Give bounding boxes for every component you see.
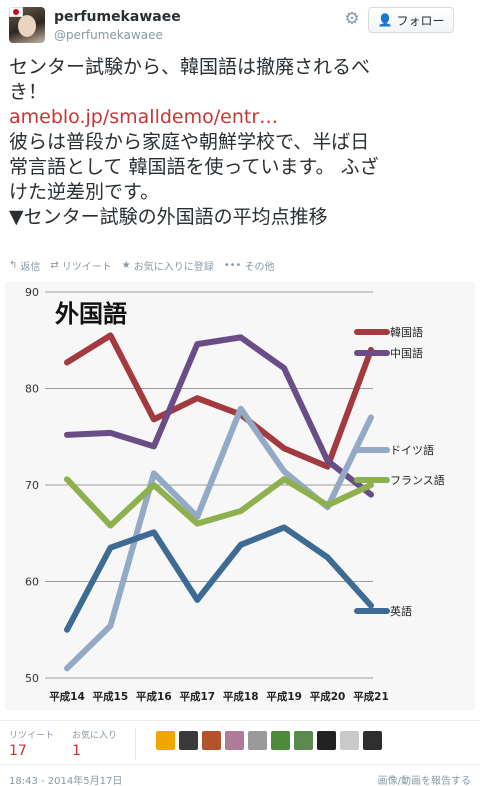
tweet-line: センター試験から、韓国語は撤廃されるべ [9,56,371,78]
chart-image[interactable]: 50 60 70 80 90 平成14 平成15 平成16 平成17 平成18 平成19 平成20 平成… [5,282,475,710]
series-line [64,476,374,529]
line-chart: 50 60 70 80 90 平成14 平成15 平成16 平成17 平成18 平成19 平成20 平成… [25,286,445,703]
x-tick-label: 平成19 [266,690,302,703]
y-tick-label: 70 [25,479,39,492]
retweets-number: 17 [9,743,27,759]
favorite-count[interactable]: お気に入り 1 [72,728,117,759]
person-plus-icon: 👤 [377,13,393,27]
series-line [64,332,374,470]
tweet-text: センター試験から、韓国語は撤廃されるべ き！ ameblo.jp/smallde… [9,55,471,230]
x-tick-label: 平成21 [353,690,389,703]
series-line [64,334,374,498]
avatar[interactable] [363,731,383,750]
retweets-label: リツイート [9,731,55,741]
legend-label: 韓国語 [390,325,423,339]
y-tick-label: 80 [25,383,39,396]
reply-action[interactable]: ↰ 返信 [9,258,40,273]
x-tick-label: 平成20 [310,690,346,703]
y-tick-label: 50 [25,672,39,685]
more-label: その他 [244,261,275,273]
star-icon: ★ [121,259,131,271]
screen-name[interactable]: @perfumekawaee [54,28,163,42]
gear-icon[interactable]: ⚙ [344,9,360,29]
favorites-number: 1 [72,743,81,759]
avatar[interactable] [179,731,199,750]
legend-label: ドイツ語 [390,443,434,457]
more-action[interactable]: ••• その他 [224,258,275,273]
tweet-line: ▼センター試験の外国語の平均点推移 [9,206,328,228]
tweet-line: き！ [9,81,48,103]
avatar[interactable] [156,731,176,750]
tweet-line: けた逆差別です。 [9,181,160,203]
y-tick-label: 90 [25,286,39,299]
favorites-label: お気に入り [72,731,118,741]
favorite-action[interactable]: ★ お気に入りに登録 [122,258,214,273]
x-tick-label: 平成15 [93,690,129,703]
more-icon: ••• [223,259,242,271]
legend-label: 英語 [390,604,412,618]
display-name[interactable]: perfumekawaee [54,9,181,25]
legend-label: 中国語 [390,346,423,360]
report-media-link[interactable]: 画像/動画を報告する [377,776,471,786]
avatar[interactable] [294,731,314,750]
favoriter-avatars [156,731,383,750]
x-tick-label: 平成14 [49,690,85,703]
tweet-footer: 18:43 - 2014年5月17日 画像/動画を報告する [9,772,471,786]
avatar[interactable] [317,731,337,750]
divider [0,720,480,721]
tweet-stats: リツイート 17 お気に入り 1 [9,728,383,760]
avatar-face [18,15,36,37]
divider [0,764,480,765]
tweet-line: 彼らは普段から家庭や朝鮮学校で、半ば日 [9,131,370,153]
x-tick-label: 平成18 [223,690,259,703]
stats-separator [135,728,137,760]
x-tick-label: 平成16 [136,690,172,703]
retweet-action[interactable]: ⇄ リツイート [50,258,111,273]
retweet-label: リツイート [61,261,112,273]
retweet-icon: ⇄ [50,259,59,271]
tweet-actions: ↰ 返信 ⇄ リツイート ★ お気に入りに登録 ••• その他 [9,257,274,273]
retweet-count[interactable]: リツイート 17 [9,728,54,759]
japan-flag-icon [9,7,23,17]
avatar[interactable] [271,731,291,750]
avatar[interactable] [225,731,245,750]
series-line [64,524,374,633]
series-line [64,405,374,672]
legend-label: フランス語 [390,473,445,487]
reply-icon: ↰ [9,259,18,271]
tweet-link[interactable]: ameblo.jp/smalldemo/entr… [9,106,279,128]
avatar[interactable] [9,7,45,43]
favorite-label: お気に入りに登録 [133,261,214,273]
avatar[interactable] [248,731,268,750]
follow-button[interactable]: 👤 フォロー [368,7,454,33]
y-tick-label: 60 [25,576,39,589]
chart-title: 外国語 [55,300,127,328]
reply-label: 返信 [20,261,41,273]
tweet-header: perfumekawaee @perfumekawaee ⚙ 👤 フォロー [0,0,480,50]
avatar[interactable] [340,731,360,750]
tweet-line: 常言語として 韓国語を使っています。 ふざ [9,156,379,178]
follow-label: フォロー [396,13,445,28]
timestamp[interactable]: 18:43 - 2014年5月17日 [9,776,123,786]
x-tick-label: 平成17 [179,690,215,703]
avatar[interactable] [202,731,222,750]
